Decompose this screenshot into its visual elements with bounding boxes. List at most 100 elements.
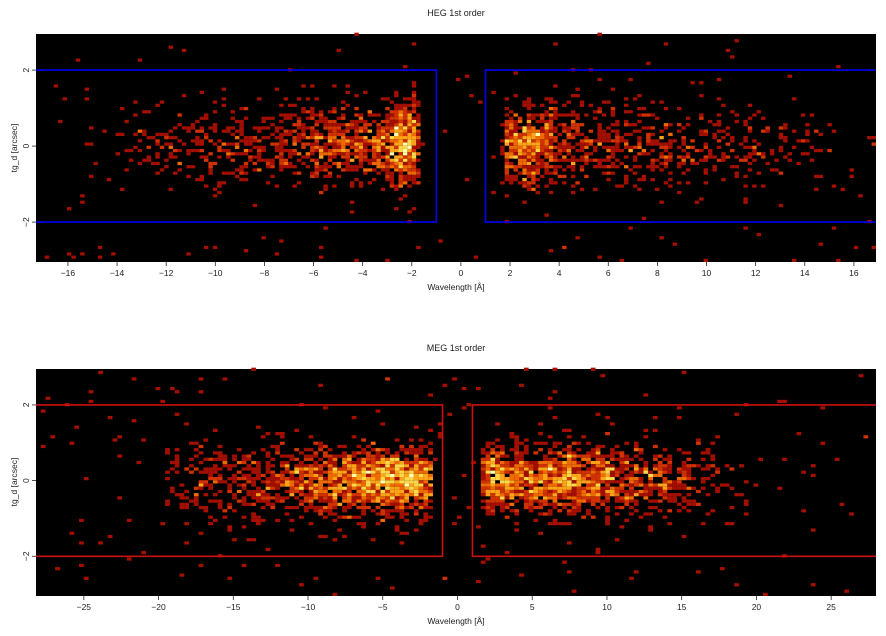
heg-bin	[385, 155, 390, 159]
heg-bin	[531, 155, 536, 159]
heg-bin	[615, 145, 620, 149]
heg-bin	[181, 48, 187, 53]
heg-bin	[464, 178, 470, 182]
heg-bin	[570, 94, 576, 98]
meg-bin	[299, 502, 304, 506]
heg-bin	[531, 168, 536, 172]
heg-bin	[385, 158, 390, 162]
heg-x-tick-label: −2	[407, 268, 417, 278]
meg-bin	[308, 457, 314, 461]
heg-bin	[593, 116, 598, 120]
meg-bin	[342, 489, 347, 494]
heg-bin	[204, 184, 209, 188]
heg-bin	[398, 123, 403, 127]
heg-bin	[411, 142, 417, 146]
heg-bin	[380, 165, 386, 169]
heg-bin	[372, 148, 377, 153]
meg-bin	[318, 480, 323, 484]
meg-bin	[322, 515, 328, 519]
meg-bin	[571, 493, 577, 497]
heg-bin	[389, 123, 395, 127]
meg-bin	[533, 477, 539, 481]
meg-bin	[198, 531, 204, 535]
heg-bin	[252, 136, 258, 140]
heg-bin	[517, 145, 523, 149]
heg-bin	[327, 136, 333, 140]
heg-bin	[394, 116, 399, 120]
meg-bin	[327, 470, 333, 474]
meg-bin	[361, 483, 367, 487]
meg-bin	[562, 454, 567, 458]
heg-bin	[624, 181, 629, 185]
meg-bin	[542, 457, 548, 461]
meg-bin	[581, 435, 587, 439]
meg-x-tick-label: −10	[301, 602, 316, 612]
meg-bin	[361, 525, 367, 529]
meg-bin	[619, 483, 625, 487]
meg-bin	[562, 502, 567, 506]
meg-bin	[385, 467, 390, 471]
heg-bin	[827, 123, 832, 127]
heg-bin	[301, 123, 306, 127]
meg-bin	[595, 483, 601, 487]
heg-bin	[624, 155, 629, 159]
heg-bin	[190, 126, 196, 130]
heg-bin	[641, 126, 647, 130]
heg-bin	[84, 142, 90, 146]
meg-bin	[523, 460, 529, 465]
meg-bin	[533, 489, 539, 494]
heg-bin	[540, 126, 545, 130]
meg-bin	[169, 467, 175, 471]
meg-bin	[251, 460, 257, 465]
heg-bin	[133, 113, 138, 117]
meg-bin	[394, 454, 400, 458]
heg-bin	[358, 136, 364, 140]
meg-bin	[514, 473, 520, 478]
meg-bin	[308, 435, 314, 439]
heg-bin	[464, 74, 470, 78]
heg-bin	[301, 132, 306, 137]
heg-bin	[575, 116, 580, 120]
heg-bin	[62, 97, 67, 101]
meg-bin	[318, 477, 323, 481]
heg-bin	[292, 139, 297, 143]
meg-bin	[715, 435, 720, 439]
meg-bin	[629, 470, 634, 474]
meg-bin	[342, 480, 347, 484]
meg-bin	[279, 441, 285, 445]
heg-bin	[349, 165, 355, 169]
meg-bin	[351, 493, 357, 497]
meg-bin	[676, 415, 682, 420]
heg-bin	[358, 119, 364, 124]
heg-bin	[248, 142, 253, 146]
heg-bin	[526, 97, 532, 101]
heg-bin	[668, 171, 673, 175]
heg-bin	[398, 184, 403, 188]
heg-bin	[323, 184, 328, 188]
meg-bin	[523, 467, 529, 471]
meg-bin	[547, 502, 553, 506]
meg-bin	[313, 473, 319, 478]
heg-bin	[221, 171, 227, 175]
meg-bin	[318, 534, 323, 539]
meg-bin	[260, 489, 266, 494]
meg-bin	[705, 477, 711, 481]
meg-bin	[318, 383, 323, 387]
heg-bin	[677, 145, 682, 149]
heg-bin	[712, 123, 717, 127]
heg-bin	[239, 139, 244, 143]
heg-bin	[734, 39, 739, 43]
heg-bin	[814, 187, 819, 191]
meg-bin	[562, 560, 567, 564]
heg-bin	[491, 190, 496, 195]
meg-bin	[562, 470, 567, 474]
heg-bin	[548, 181, 554, 185]
meg-bin	[538, 486, 543, 490]
meg-bin	[251, 467, 257, 471]
meg-bin	[327, 483, 333, 487]
heg-bin	[190, 165, 196, 169]
heg-bin	[509, 126, 514, 130]
meg-bin	[490, 457, 496, 461]
heg-bin	[407, 123, 412, 127]
meg-bin	[279, 473, 285, 478]
